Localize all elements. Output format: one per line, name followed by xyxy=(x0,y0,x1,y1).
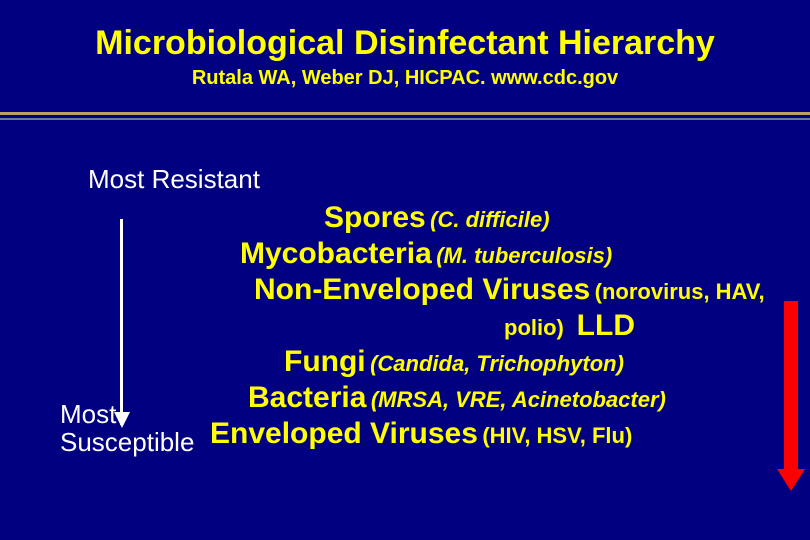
hierarchy-item: Fungi (Candida, Trichophyton) xyxy=(210,345,780,379)
organism-name: Non-Enveloped Viruses xyxy=(254,273,590,306)
hierarchy-item-continuation: polio) LLD xyxy=(210,309,780,343)
organism-name: Enveloped Viruses xyxy=(210,417,478,450)
organism-name: Mycobacteria xyxy=(240,237,432,270)
organism-example: (MRSA, VRE, Acinetobacter) xyxy=(371,387,666,412)
label-most-susceptible: Most Susceptible xyxy=(60,400,194,457)
organism-name: Fungi xyxy=(284,345,366,378)
organism-example: (norovirus, HAV, xyxy=(595,279,765,304)
hierarchy-container: Spores (C. difficile) Mycobacteria (M. t… xyxy=(30,201,780,451)
organism-name: Spores xyxy=(324,201,426,234)
hierarchy-item: Bacteria (MRSA, VRE, Acinetobacter) xyxy=(210,381,780,415)
organism-example: (C. difficile) xyxy=(430,207,549,232)
hierarchy-item: Most Susceptible Enveloped Viruses (HIV,… xyxy=(210,417,780,451)
organism-example: (M. tuberculosis) xyxy=(436,243,612,268)
hierarchy-item: Spores (C. difficile) xyxy=(210,201,780,235)
organism-example: (Candida, Trichophyton) xyxy=(370,351,624,376)
hierarchy-item: Non-Enveloped Viruses (norovirus, HAV, xyxy=(210,273,780,307)
organism-example-cont: polio) xyxy=(504,315,564,340)
organism-example: (HIV, HSV, Flu) xyxy=(482,423,632,448)
resistance-arrow-icon xyxy=(120,219,123,425)
lld-marker: LLD xyxy=(568,309,635,342)
slide-subtitle: Rutala WA, Weber DJ, HICPAC. www.cdc.gov xyxy=(30,67,780,90)
hierarchy-item: Mycobacteria (M. tuberculosis) xyxy=(210,237,780,271)
hierarchy-list: Spores (C. difficile) Mycobacteria (M. t… xyxy=(30,201,780,451)
red-arrow-icon xyxy=(784,301,798,473)
divider xyxy=(30,112,780,120)
label-most-resistant: Most Resistant xyxy=(88,164,780,195)
slide-title: Microbiological Disinfectant Hierarchy xyxy=(30,24,780,63)
organism-name: Bacteria xyxy=(248,381,366,414)
